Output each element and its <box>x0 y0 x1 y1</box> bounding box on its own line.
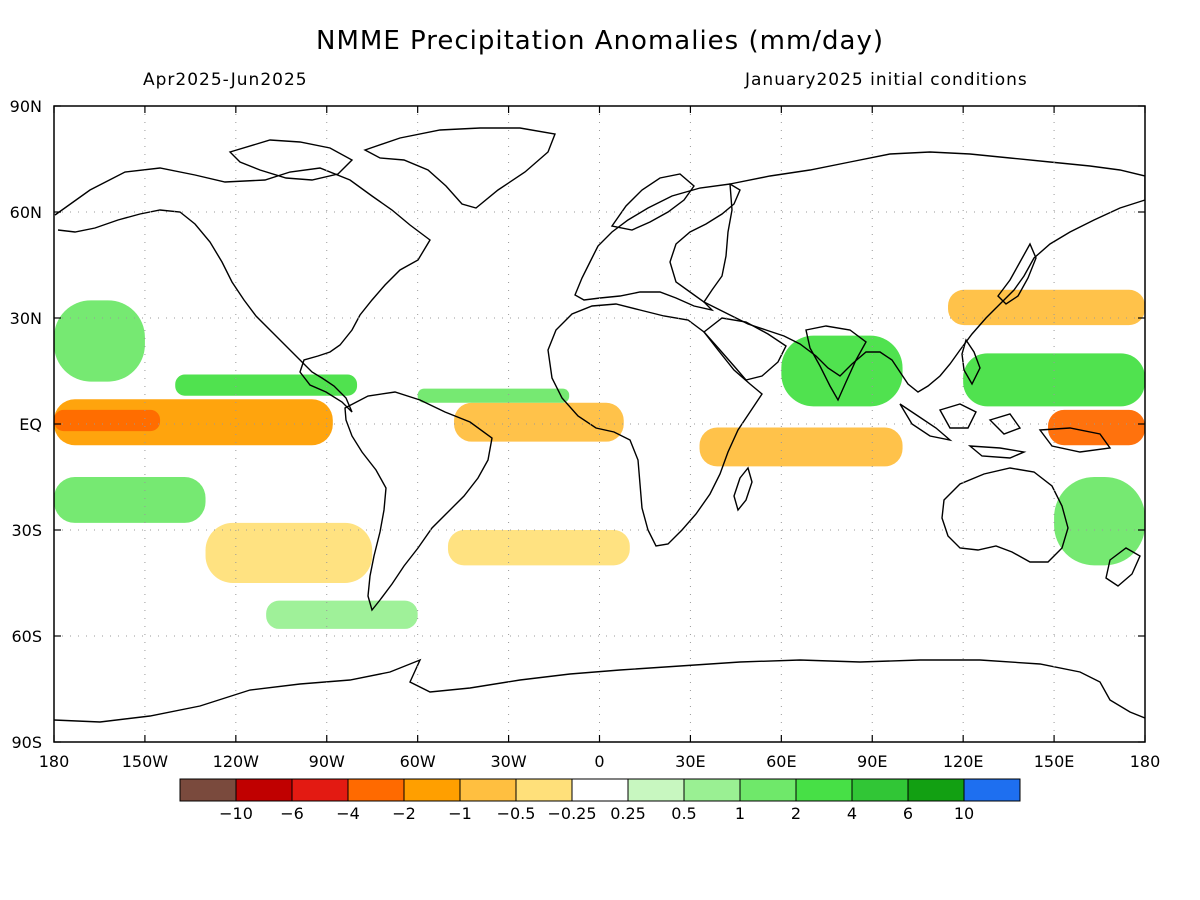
x-tick-label: 180 <box>1130 752 1161 771</box>
colorbar-swatch <box>851 778 909 802</box>
anomaly-region-14 <box>447 530 630 566</box>
anomaly-region-11 <box>963 353 1145 407</box>
x-tick-label: 90W <box>309 752 345 771</box>
colorbar-swatch <box>291 778 349 802</box>
colorbar-level-label: 6 <box>903 804 913 823</box>
y-tick-label: 60N <box>10 203 42 222</box>
x-tick-label: 30W <box>490 752 526 771</box>
coastline-south-america <box>344 391 493 612</box>
colorbar-swatch <box>627 778 685 802</box>
anomaly-region-9 <box>417 388 570 403</box>
anomaly-region-8 <box>54 477 206 523</box>
coastline-india <box>805 325 867 402</box>
coastline-arctic-islands <box>228 139 354 181</box>
coastline-arabia <box>702 317 787 381</box>
colorbar-level-label: −6 <box>280 804 304 823</box>
anomaly-region-3 <box>699 427 903 467</box>
anomaly-region-10 <box>781 335 903 407</box>
colorbar-level-label: 10 <box>954 804 974 823</box>
colorbar-level-label: 4 <box>847 804 857 823</box>
colorbar-level-label: −4 <box>336 804 360 823</box>
coastlines <box>54 127 1145 723</box>
coastline-philippines <box>961 338 981 386</box>
x-tick-label: 120W <box>213 752 260 771</box>
coastline-europe <box>574 183 741 312</box>
colorbar-level-label: 0.5 <box>671 804 696 823</box>
y-tick-label: 90S <box>11 733 42 752</box>
colorbar-swatch <box>739 778 797 802</box>
coastline-north-america <box>54 167 431 413</box>
colorbar-swatch <box>347 778 405 802</box>
y-tick-label: 30S <box>11 521 42 540</box>
anomaly-region-4 <box>1048 409 1145 446</box>
x-tick-label: 120E <box>943 752 984 771</box>
colorbar-swatch <box>963 778 1021 802</box>
colorbar-swatch <box>571 778 629 802</box>
anomaly-region-7 <box>54 300 145 382</box>
coastline-madagascar <box>733 466 753 512</box>
colorbar-swatch <box>403 778 461 802</box>
x-tick-label: 30E <box>675 752 705 771</box>
y-tick-label: 60S <box>11 627 42 646</box>
colorbar-swatch <box>907 778 965 802</box>
x-tick-label: 60E <box>766 752 796 771</box>
colorbar-level-label: 1 <box>735 804 745 823</box>
x-tick-label: 0 <box>594 752 604 771</box>
colorbar-level-label: −10 <box>219 804 253 823</box>
coastline-new-zealand <box>1105 547 1141 587</box>
colorbar-swatch <box>515 778 573 802</box>
coastline-indonesia <box>899 403 1112 459</box>
colorbar-level-label: −2 <box>392 804 416 823</box>
coastline-greenland <box>363 127 556 209</box>
colorbar-level-label: −0.5 <box>497 804 536 823</box>
y-tick-label: 30N <box>10 309 42 328</box>
anomaly-region-5 <box>948 289 1145 326</box>
colorbar-swatch <box>683 778 741 802</box>
anomaly-region-6 <box>175 374 358 396</box>
anomaly-region-13 <box>205 522 373 583</box>
colorbar-swatch <box>795 778 853 802</box>
x-tick-label: 60W <box>400 752 436 771</box>
coastline-australia <box>941 467 1069 563</box>
x-tick-label: 90E <box>857 752 887 771</box>
x-tick-label: 150E <box>1034 752 1075 771</box>
x-tick-label: 180 <box>39 752 70 771</box>
colorbar-level-label: −0.25 <box>547 804 596 823</box>
colorbar-level-label: 2 <box>791 804 801 823</box>
coastline-asia <box>702 151 1145 393</box>
colorbar-level-label: −1 <box>448 804 472 823</box>
y-tick-label: 90N <box>10 97 42 116</box>
anomaly-region-12 <box>1054 477 1145 566</box>
colorbar-swatch <box>179 778 237 802</box>
y-tick-label: EQ <box>19 415 42 434</box>
forecast-period-label: Apr2025-Jun2025 <box>143 70 308 90</box>
initial-conditions-label: January2025 initial conditions <box>745 70 1028 90</box>
colorbar-swatch <box>235 778 293 802</box>
coastline-japan <box>997 242 1037 305</box>
colorbar-legend: −10 −6 −4 −2 −1 −0.5 −0.25 0.25 0.5 1 2 4 6 10 <box>179 778 1021 823</box>
map-title: NMME Precipitation Anomalies (mm/day) <box>316 26 884 56</box>
anomaly-region-2 <box>454 402 624 442</box>
coastline-antarctica <box>54 658 1145 723</box>
anomaly-region-15 <box>266 600 418 629</box>
x-tick-label: 150W <box>122 752 169 771</box>
anomaly-field <box>54 289 1145 629</box>
coastline-africa <box>547 303 763 547</box>
anomaly-region-1 <box>54 409 161 432</box>
coastline-scandinavia <box>610 173 695 231</box>
colorbar-swatch <box>459 778 517 802</box>
colorbar-level-label: 0.25 <box>610 804 646 823</box>
axis-ticks: 180 150W 120W 90W 60W 30W 0 30E 60E 90E 120E 150E 18… <box>10 97 1161 771</box>
